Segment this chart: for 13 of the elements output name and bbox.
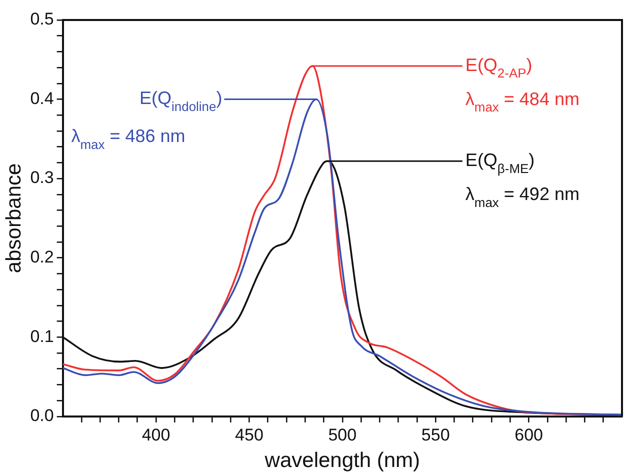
x-tick-label: 600 <box>514 425 543 444</box>
y-tick-label: 0.4 <box>30 88 54 108</box>
x-tick-label: 550 <box>421 425 450 444</box>
y-tick-label: 0.0 <box>30 406 54 426</box>
y-tick-label: 0.5 <box>30 10 54 29</box>
x-tick-label: 500 <box>328 425 357 444</box>
x-tick-label: 450 <box>235 425 264 444</box>
y-tick-label: 0.1 <box>30 326 54 346</box>
x-axis-title: wavelength (nm) <box>264 449 420 472</box>
y-axis-title: absorbance <box>2 163 26 274</box>
x-tick-label: 400 <box>142 425 170 444</box>
y-tick-label: 0.3 <box>30 168 54 188</box>
y-tick-label: 0.2 <box>30 248 54 267</box>
